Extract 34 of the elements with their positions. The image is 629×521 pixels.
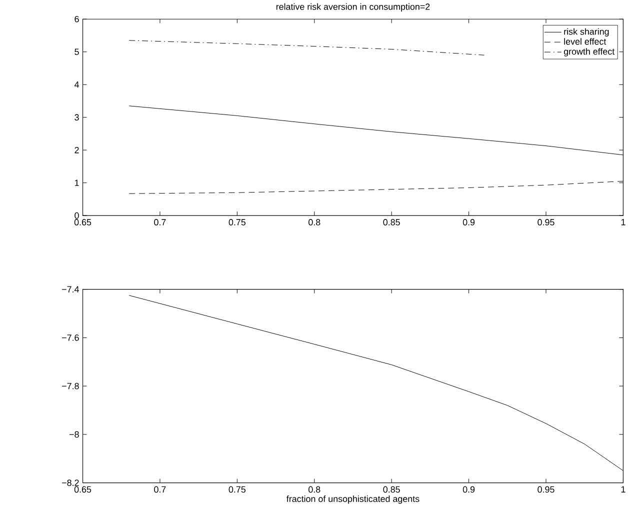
x-tick-label: 0.7 [154,486,166,493]
x-tick-label: 0.95 [538,219,554,226]
x-tick-label: 0.8 [308,219,320,226]
chart-title: relative risk aversion in consumption=2 [276,3,430,12]
x-tick-label: 0.9 [462,219,475,226]
y-tick-label: 4 [74,82,79,88]
x-tick-label: 0.75 [228,219,246,226]
line-series [128,40,484,56]
x-tick-label: 0.65 [74,219,92,226]
y-tick-label: 6 [74,16,79,22]
legend-label: level effect [564,38,606,45]
y-tick-label: 5 [74,48,79,56]
y-tick-label: −7.8 [62,383,79,390]
y-tick-label: 3 [74,114,79,121]
legend-label: risk sharing [564,28,609,37]
x-tick-label: 1 [621,219,626,226]
x-tick-label: 0.85 [383,486,400,493]
x-tick-label: 0.9 [462,486,475,493]
y-tick-label: −7.6 [62,334,79,342]
y-tick-label: 1 [74,180,79,186]
x-tick-label: 1 [621,486,626,493]
y-tick-label: 2 [74,147,79,154]
y-tick-label: −7.4 [62,286,79,293]
x-tick-label: 0.7 [154,219,166,226]
y-tick-label: −8.2 [62,480,79,486]
x-tick-label: 0.95 [538,486,554,493]
x-axis-title: fraction of unsophisticated agents [286,496,420,504]
x-tick-label: 0.65 [74,486,92,493]
x-tick-label: 0.75 [228,486,246,493]
y-tick-label: 0 [74,212,79,219]
x-tick-label: 0.8 [308,486,320,493]
legend-label: growth effect [564,48,615,57]
x-tick-label: 0.85 [383,219,400,226]
y-tick-label: −8 [70,431,79,438]
